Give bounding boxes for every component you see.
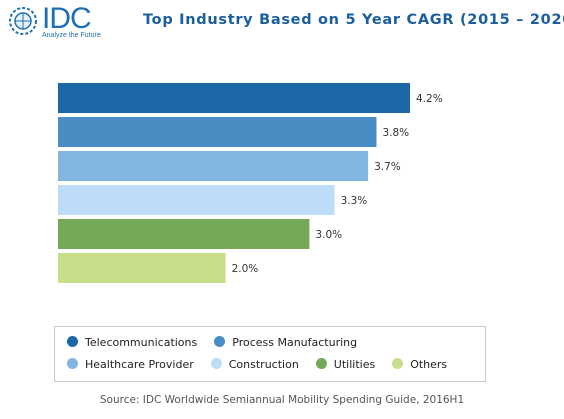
bar-utilities: [58, 219, 310, 249]
bar-chart: 4.2% 3.8% 3.7% 3.3% 3.0% 2.0%: [58, 83, 443, 283]
bar-value-label: 2.0%: [232, 263, 259, 275]
bar-value-label: 3.7%: [374, 161, 401, 173]
legend-item: Telecommunications: [67, 336, 197, 349]
source-note: Source: IDC Worldwide Semiannual Mobilit…: [99, 394, 465, 406]
bar-others: [58, 253, 226, 283]
legend-item: Process Manufacturing: [214, 336, 357, 349]
legend-item: Healthcare Provider: [67, 358, 194, 371]
legend-swatch: [67, 336, 78, 347]
bar-value-label: 4.2%: [416, 93, 443, 105]
legend-label: Construction: [228, 358, 299, 371]
globe-icon: [9, 7, 37, 35]
idc-logo: IDC Analyze the Future: [8, 2, 118, 40]
bar-healthcare-provider: [58, 151, 369, 181]
legend-item: Utilities: [315, 358, 376, 371]
legend-label: Utilities: [333, 358, 376, 371]
legend-label: Process Manufacturing: [232, 336, 358, 349]
legend-label: Others: [410, 358, 448, 371]
legend-swatch: [392, 358, 404, 369]
logo-text: IDC: [42, 2, 92, 35]
bar-value-label: 3.8%: [382, 127, 409, 139]
legend-swatch: [315, 358, 327, 369]
legend-row-2: Healthcare Provider Construction Utilities…: [67, 358, 464, 371]
legend-item: Construction: [210, 358, 299, 371]
legend-label: Healthcare Provider: [85, 358, 194, 371]
legend-label: Telecommunications: [85, 336, 198, 349]
bar-construction: [58, 185, 335, 215]
chart-title: Top Industry Based on 5 Year CAGR (2015 …: [143, 12, 564, 28]
legend-swatch: [210, 358, 222, 369]
bar-value-label: 3.0%: [315, 229, 342, 241]
legend-swatch: [67, 358, 78, 369]
legend-item: Others: [392, 358, 447, 371]
legend-swatch: [214, 336, 226, 347]
bar-telecommunications: [58, 83, 410, 113]
chart-legend: Telecommunications Process Manufacturing …: [54, 326, 486, 382]
logo-tagline: Analyze the Future: [42, 32, 101, 39]
legend-row-1: Telecommunications Process Manufacturing: [67, 336, 374, 349]
bar-process-manufacturing: [58, 117, 377, 147]
bar-value-label: 3.3%: [341, 195, 368, 207]
